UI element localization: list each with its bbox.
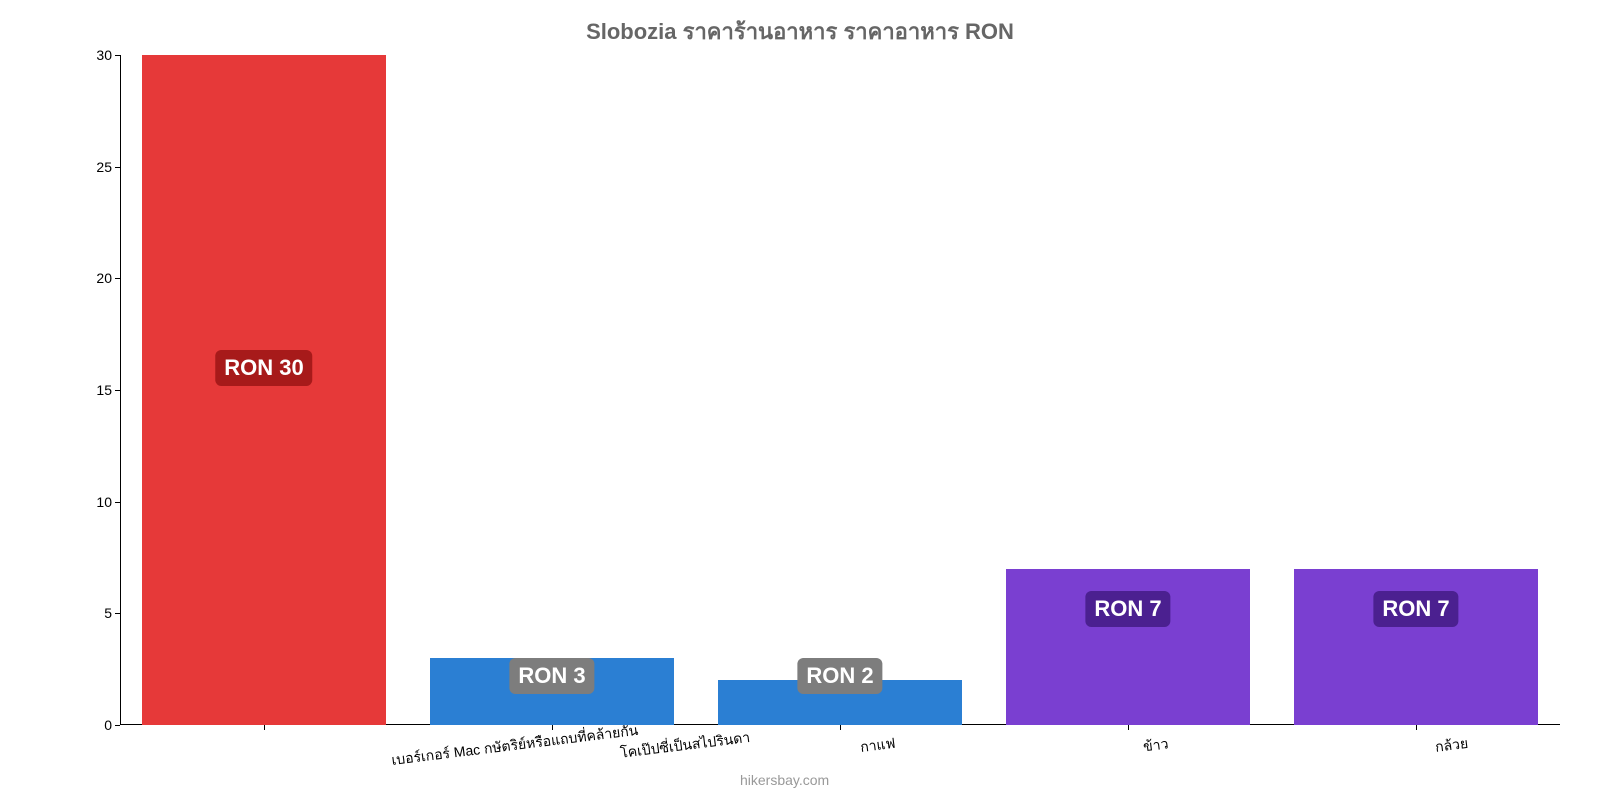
bar-value-label: RON 3 [509, 658, 594, 694]
bar-value-label: RON 2 [797, 658, 882, 694]
x-tick-mark [1416, 725, 1417, 730]
y-axis-line [120, 55, 121, 725]
y-tick-label: 25 [60, 159, 120, 175]
y-tick-label: 10 [60, 494, 120, 510]
y-tick-label: 0 [60, 717, 120, 733]
chart-plot-area: 051015202530เบอร์เกอร์ Mac กษัตริย์หรือแ… [120, 55, 1560, 725]
y-tick-label: 5 [60, 605, 120, 621]
credits-text: hikersbay.com [740, 772, 829, 788]
x-tick-mark [264, 725, 265, 730]
x-tick-mark [840, 725, 841, 730]
y-tick-label: 20 [60, 270, 120, 286]
plot: 051015202530เบอร์เกอร์ Mac กษัตริย์หรือแ… [120, 55, 1560, 725]
x-tick-label: กล้วย [1433, 723, 1470, 759]
x-tick-mark [552, 725, 553, 730]
y-tick-label: 30 [60, 47, 120, 63]
x-tick-mark [1128, 725, 1129, 730]
bar-value-label: RON 7 [1085, 591, 1170, 627]
y-tick-label: 15 [60, 382, 120, 398]
bar [142, 55, 387, 725]
bar-value-label: RON 7 [1373, 591, 1458, 627]
chart-title: Slobozia ราคาร้านอาหาร ราคาอาหาร RON [0, 0, 1600, 49]
x-tick-label: กาแฟ [858, 723, 897, 759]
bar-value-label: RON 30 [215, 350, 312, 386]
x-tick-label: ข้าว [1141, 723, 1170, 758]
